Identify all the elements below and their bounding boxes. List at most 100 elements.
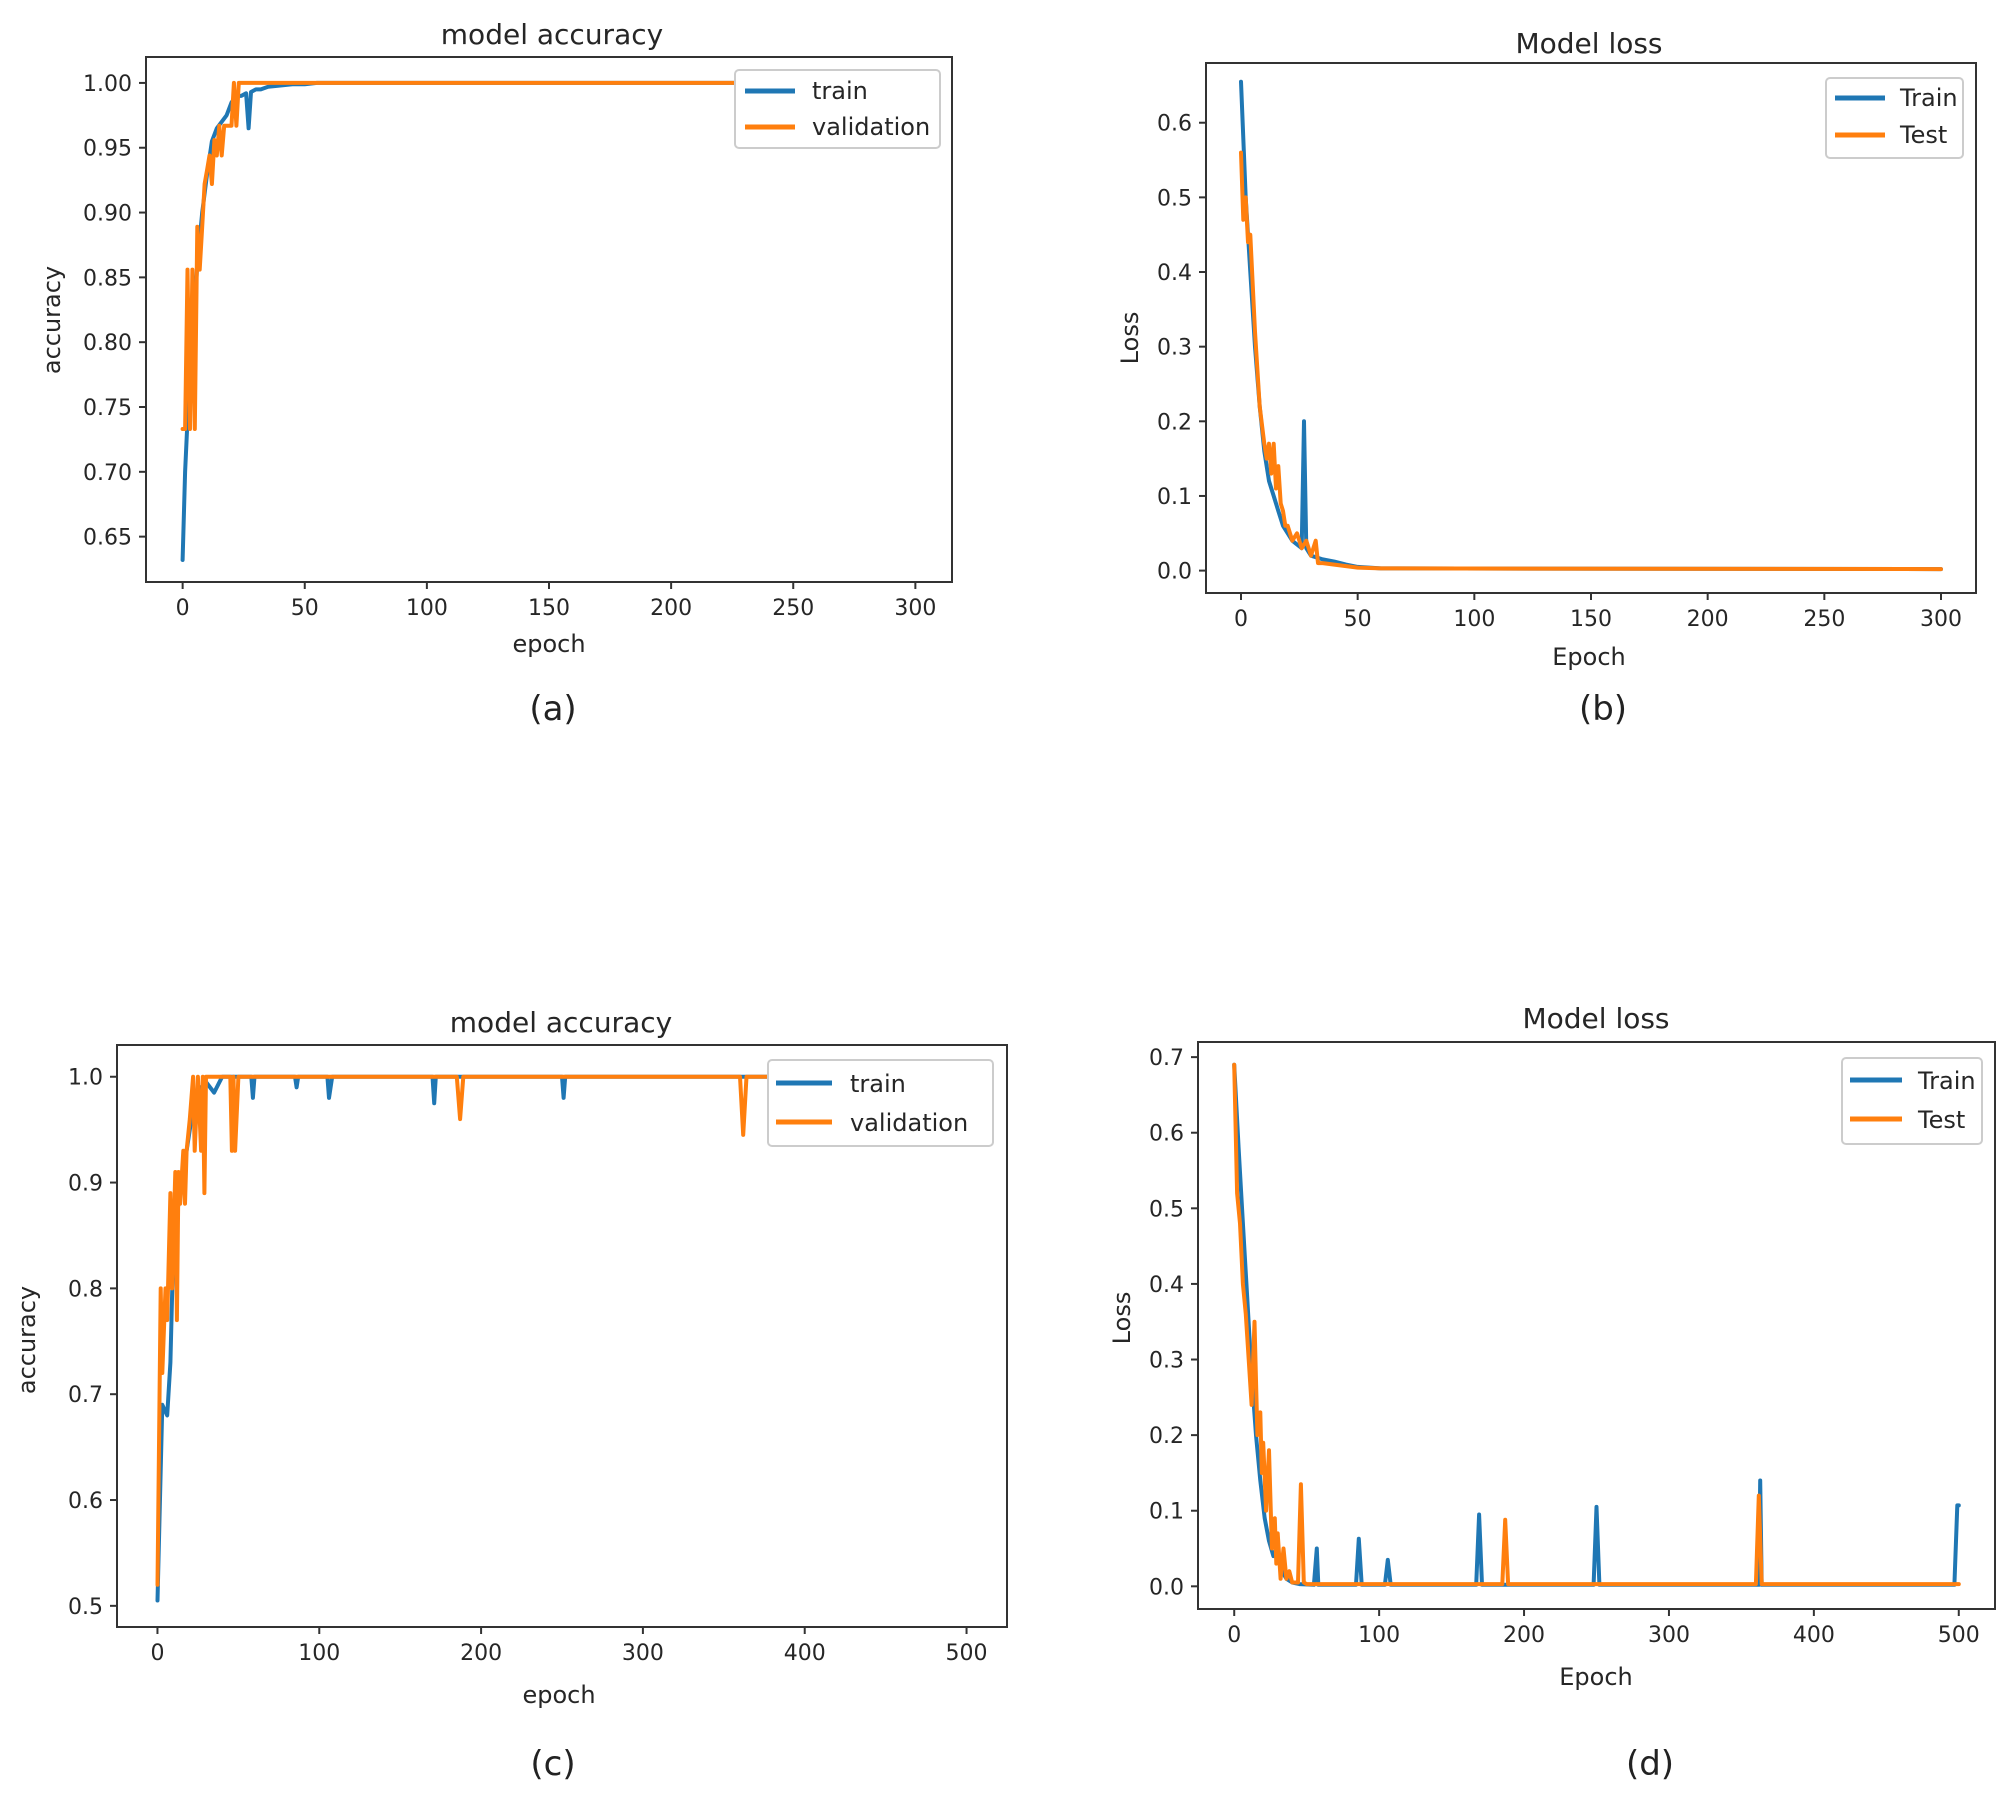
panel-d-loss: Model loss 0 100 200 300 400 5000.00.10.20.30… [1108,1002,1996,1784]
panel-d-xtick-label: 400 [1793,1623,1835,1648]
panel-d-ytick-label: 0.5 [1149,1197,1184,1222]
panel-c-xtick-label: 200 [460,1641,502,1666]
panel-d-ytick-label: 0.1 [1149,1500,1184,1525]
panel-a-xlabel: epoch [512,630,585,658]
panel-c-title: model accuracy [450,1006,672,1039]
panel-d-ylabel: Loss [1108,1292,1136,1345]
panel-d-legend-train: Train [1917,1067,1976,1095]
panel-a-ytick-label: 1.00 [83,72,132,97]
panel-b-xtick-label: 250 [1803,607,1845,632]
panel-c-legend: train validation [767,1059,994,1147]
panel-a-accuracy: model accuracy 0 50 100 150 200 250 300 0.65 0.7… [38,18,953,729]
panel-c-xtick-label: 500 [946,1641,988,1666]
panel-a-ytick-label: 0.80 [83,331,132,356]
panel-b-xtick-label: 300 [1920,607,1962,632]
panel-d-ytick-label: 0.4 [1149,1273,1184,1298]
panel-d-caption: (d) [1626,1744,1674,1784]
panel-c-series-validation-line [155,1074,969,1587]
panel-b-xtick-label: 50 [1344,607,1372,632]
panel-c-xtick-label: 300 [622,1641,664,1666]
panel-d-ytick-label: 0.0 [1149,1575,1184,1600]
panel-d-legend-test: Test [1917,1106,1965,1134]
panel-a-title: model accuracy [441,18,663,51]
panel-d-xtick-label: 100 [1358,1623,1400,1648]
panel-a-ytick-label: 0.85 [83,266,132,291]
panel-c-xtick-label: 400 [784,1641,826,1666]
panel-d-legend: Train Test [1841,1057,1983,1145]
panel-d-ytick-label: 0.3 [1149,1349,1184,1374]
panel-d-xtick-label: 200 [1503,1623,1545,1648]
panel-b-ytick-label: 0.3 [1157,336,1192,361]
panel-b-ylabel: Loss [1116,312,1144,365]
panel-a-ticks: 0 50 100 150 200 250 300 0.65 0.70 0.75 0.80 0.85 0.… [83,72,936,621]
panel-b-ticks: 0 50 100 150 200 250 300 0.0 0.1 0.2 0.3 0.4 0.5 0.6 [1157,112,1962,632]
panel-c-ylabel: accuracy [13,1286,41,1394]
panel-b-loss: Model loss 0 50 100 150 200 250 300 0.0 0.1 0.2 0.… [1116,27,1977,729]
panel-d-ytick-label: 0.6 [1149,1122,1184,1147]
panel-b-title: Model loss [1515,27,1662,60]
panel-a-xtick-label: 300 [894,596,936,621]
panel-a-ytick-label: 0.65 [83,526,132,551]
panel-c-xlabel: epoch [522,1681,595,1709]
panel-d-title: Model loss [1522,1002,1669,1035]
panel-c-series [155,1074,969,1603]
panel-c-caption: (c) [530,1744,575,1784]
panel-a-xtick-label: 200 [650,596,692,621]
panel-d-ytick-label: 0.2 [1149,1424,1184,1449]
panel-c-ytick-label: 0.9 [68,1172,103,1197]
panel-c-ytick-label: 0.7 [68,1383,103,1408]
panel-c-legend-train: train [850,1070,906,1098]
panel-d-ticks: 0 100 200 300 400 500 0.0 0.1 0.2 0.3 0.4 0.5 0.6 0.7 [1149,1046,1980,1648]
panel-a-xtick-label: 250 [772,596,814,621]
panel-b-legend: Train Test [1825,77,1964,159]
panel-c-ytick-label: 1.0 [68,1066,103,1091]
panel-a-xtick-label: 100 [406,596,448,621]
panel-b-ytick-label: 0.2 [1157,410,1192,435]
panel-a-legend-train: train [812,77,868,105]
panel-d-series-test-line [1232,1062,1961,1587]
panel-a-xtick-label: 50 [291,596,319,621]
panel-c-ytick-label: 0.6 [68,1489,103,1514]
panel-d-ytick-label: 0.7 [1149,1046,1184,1071]
panel-a-ytick-label: 0.90 [83,202,132,227]
panel-b-series [1239,79,1943,572]
panel-c-ytick-label: 0.8 [68,1277,103,1302]
panel-c-ticks: 0 100 200 300 400 500 0.5 0.6 0.7 0.8 0.9 1.0 [68,1066,988,1666]
panel-a-caption: (a) [529,689,576,729]
panel-a-ylabel: accuracy [38,266,66,374]
panel-d-xtick-label: 0 [1227,1623,1241,1648]
panel-c-accuracy: model accuracy 0 100 200 300 400 500 0.5 0.6 0.7… [13,1006,1008,1784]
panel-c-legend-validation: validation [850,1109,968,1137]
panel-b-xtick-label: 200 [1687,607,1729,632]
panel-a-ytick-label: 0.75 [83,396,132,421]
panel-b-xtick-label: 0 [1234,607,1248,632]
panel-d-xlabel: Epoch [1559,1663,1633,1691]
panel-b-legend-test: Test [1899,121,1947,149]
panel-d-series [1232,1062,1961,1587]
panel-a-ytick-label: 0.95 [83,137,132,162]
panel-b-xtick-label: 150 [1570,607,1612,632]
panel-b-ytick-label: 0.6 [1157,112,1192,137]
panel-b-xtick-label: 100 [1453,607,1495,632]
panel-b-xlabel: Epoch [1552,643,1626,671]
panel-b-ytick-label: 0.0 [1157,560,1192,585]
panel-b-ytick-label: 0.4 [1157,261,1192,286]
panel-c-ytick-label: 0.5 [68,1595,103,1620]
panel-a-xtick-label: 150 [528,596,570,621]
panel-b-ytick-label: 0.5 [1157,186,1192,211]
panel-b-ytick-label: 0.1 [1157,485,1192,510]
panel-c-xtick-label: 100 [298,1641,340,1666]
panel-a-ytick-label: 0.70 [83,461,132,486]
panel-a-xtick-label: 0 [176,596,190,621]
panel-d-xtick-label: 300 [1648,1623,1690,1648]
panel-a-series [180,80,918,562]
panel-a-series-validation-line [180,80,918,431]
panel-c-xtick-label: 0 [150,1641,164,1666]
panel-b-series-test-line [1239,150,1943,572]
panel-a-legend-validation: validation [812,113,930,141]
panel-b-caption: (b) [1579,689,1627,729]
panel-b-legend-train: Train [1899,84,1958,112]
panel-d-xtick-label: 500 [1938,1623,1980,1648]
panel-a-legend: train validation [734,69,941,149]
